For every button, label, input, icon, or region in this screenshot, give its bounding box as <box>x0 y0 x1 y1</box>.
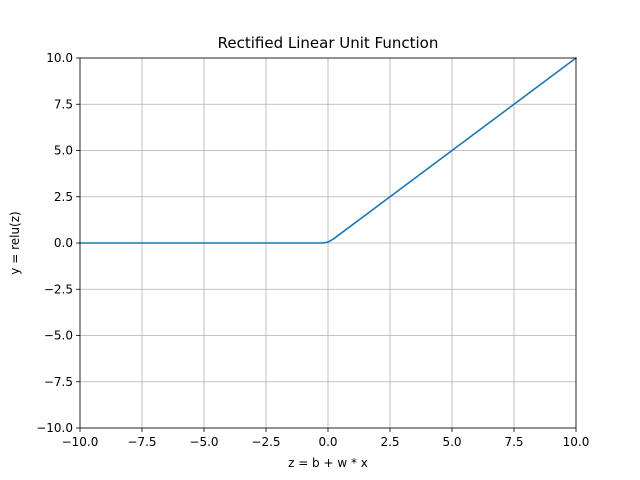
x-tick-label: −2.5 <box>251 435 280 449</box>
x-axis-label: z = b + w * x <box>288 456 368 470</box>
y-tick-label: 2.5 <box>54 190 73 204</box>
x-tick-label: −7.5 <box>127 435 156 449</box>
relu-series-line <box>79 56 578 244</box>
x-axis-ticks: −10.0 −7.5 −5.0 −2.5 0.0 2.5 5.0 7.5 10.0 <box>62 428 590 449</box>
x-tick-label: 0.0 <box>318 435 337 449</box>
chart-title: Rectified Linear Unit Function <box>218 34 439 52</box>
y-axis-ticks: −10.0 −7.5 −5.0 −2.5 0.0 2.5 5.0 7.5 10.0 <box>36 51 80 435</box>
series-layer <box>79 56 578 244</box>
y-tick-label: −7.5 <box>44 375 73 389</box>
y-tick-label: −5.0 <box>44 329 73 343</box>
y-tick-label: 7.5 <box>54 97 73 111</box>
x-tick-label: −10.0 <box>62 435 99 449</box>
x-tick-label: 10.0 <box>563 435 590 449</box>
x-tick-label: 5.0 <box>442 435 461 449</box>
x-tick-label: −5.0 <box>189 435 218 449</box>
x-tick-label: 2.5 <box>380 435 399 449</box>
y-tick-label: 0.0 <box>54 236 73 250</box>
y-axis-label: y = relu(z) <box>8 211 22 274</box>
y-tick-label: −2.5 <box>44 282 73 296</box>
x-tick-label: 7.5 <box>504 435 523 449</box>
y-tick-label: −10.0 <box>36 421 73 435</box>
y-tick-label: 5.0 <box>54 144 73 158</box>
y-tick-label: 10.0 <box>46 51 73 65</box>
